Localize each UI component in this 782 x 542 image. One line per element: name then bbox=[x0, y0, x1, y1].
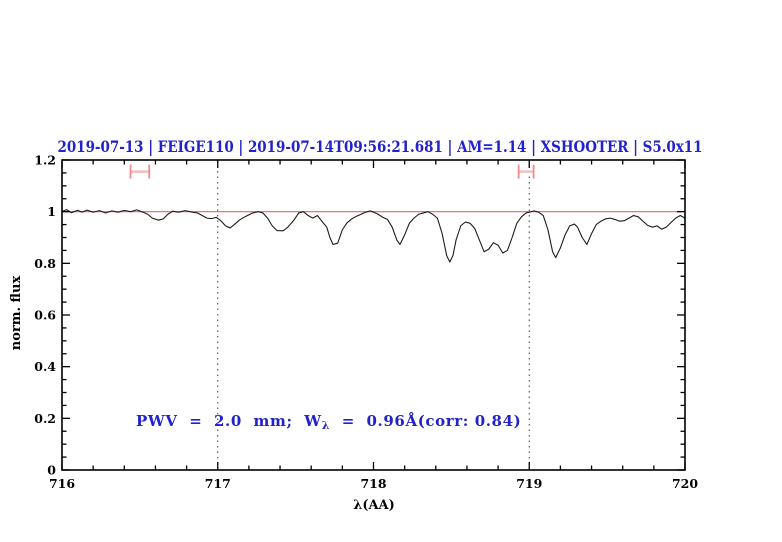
y-tick-label: 0 bbox=[47, 463, 56, 478]
y-tick-label: 0.8 bbox=[34, 256, 56, 271]
x-tick-label: 716 bbox=[49, 476, 75, 491]
y-tick-label: 0.6 bbox=[34, 308, 56, 323]
plot-title: 2019-07-13 | FEIGE110 | 2019-07-14T09:56… bbox=[58, 137, 703, 156]
x-tick-label: 720 bbox=[672, 476, 698, 491]
x-tick-label: 719 bbox=[516, 476, 542, 491]
x-tick-label: 718 bbox=[360, 476, 386, 491]
y-axis-label: norm. flux bbox=[9, 276, 24, 351]
x-tick-label: 717 bbox=[205, 476, 231, 491]
pwv-annotation-suffix: = 0.96Å(corr: 0.84) bbox=[330, 412, 521, 430]
x-axis-label: λ(AA) bbox=[353, 498, 395, 513]
y-tick-label: 0.4 bbox=[34, 359, 56, 374]
y-tick-label: 1.2 bbox=[34, 153, 56, 168]
pwv-annotation-lambda-subscript: λ bbox=[322, 419, 330, 432]
y-tick-label: 0.2 bbox=[34, 411, 56, 426]
spectrum-curve bbox=[61, 209, 686, 263]
pwv-annotation-prefix: PWV = 2.0 mm; W bbox=[136, 412, 322, 430]
pwv-annotation: PWV = 2.0 mm; Wλ = 0.96Å(corr: 0.84) bbox=[136, 412, 521, 432]
y-tick-label: 1 bbox=[47, 204, 56, 219]
